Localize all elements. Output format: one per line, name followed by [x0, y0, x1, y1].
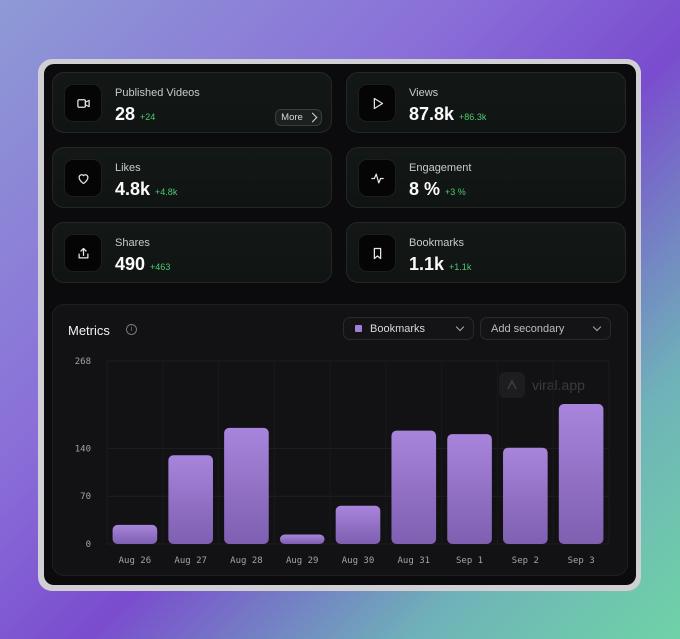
metrics-title: Metrics [68, 323, 110, 338]
bar-sep-1[interactable] [447, 434, 492, 544]
x-tick-label: Aug 27 [174, 556, 207, 566]
card-value: 4.8k +4.8k [115, 179, 178, 199]
bar-aug-29[interactable] [279, 534, 325, 544]
card-title: Engagement [409, 162, 472, 174]
primary-metric-label: Bookmarks [370, 322, 426, 335]
card-title: Bookmarks [409, 237, 465, 249]
x-tick-label: Aug 31 [398, 556, 431, 566]
card-bookmarks[interactable]: Bookmarks 1.1k +1.1k [346, 222, 626, 283]
card-delta: +3 % [445, 187, 466, 197]
bar-aug-31[interactable] [391, 430, 437, 544]
metrics-panel: Metrics i Bookmarks Add secondary viral.… [52, 304, 628, 576]
x-tick-label: Aug 28 [230, 556, 263, 566]
card-delta: +4.8k [155, 187, 178, 197]
dashboard-panel: Published Videos 28 +24 More Views 87.8k +… [44, 64, 636, 585]
y-tick-label: 0 [86, 540, 91, 550]
secondary-metric-label: Add secondary [491, 322, 565, 335]
card-value: 1.1k +1.1k [409, 254, 472, 274]
series-swatch [355, 325, 362, 332]
bar-aug-28[interactable] [224, 427, 269, 544]
card-value: 87.8k +86.3k [409, 104, 487, 124]
card-published-videos[interactable]: Published Videos 28 +24 More [52, 72, 332, 133]
x-tick-label: Aug 26 [119, 556, 152, 566]
y-tick-label: 140 [75, 444, 91, 454]
x-tick-label: Sep 2 [512, 556, 539, 566]
y-tick-label: 268 [75, 357, 91, 367]
x-tick-label: Sep 1 [456, 556, 483, 566]
card-engagement[interactable]: Engagement 8 % +3 % [346, 147, 626, 208]
bar-aug-30[interactable] [335, 505, 381, 544]
card-delta: +24 [140, 112, 156, 122]
x-tick-label: Aug 29 [286, 556, 319, 566]
activity-icon [358, 159, 396, 197]
chevron-right-icon [307, 112, 318, 123]
bar-sep-2[interactable] [503, 447, 548, 544]
card-value: 28 +24 [115, 104, 156, 124]
card-title: Views [409, 87, 439, 99]
card-title: Shares [115, 237, 150, 249]
card-value: 8 % +3 % [409, 179, 466, 199]
card-views[interactable]: Views 87.8k +86.3k [346, 72, 626, 133]
card-title: Published Videos [115, 87, 200, 99]
x-tick-label: Sep 3 [568, 556, 595, 566]
card-likes[interactable]: Likes 4.8k +4.8k [52, 147, 332, 208]
bar-sep-3[interactable] [558, 404, 604, 544]
info-icon[interactable]: i [126, 324, 137, 335]
primary-metric-select[interactable]: Bookmarks [343, 317, 474, 340]
card-delta: +463 [150, 262, 171, 272]
secondary-metric-select[interactable]: Add secondary [480, 317, 611, 340]
play-icon [358, 84, 396, 122]
video-icon [64, 84, 102, 122]
bookmark-icon [358, 234, 396, 272]
y-tick-label: 70 [80, 492, 91, 502]
more-button[interactable]: More [275, 109, 322, 126]
x-tick-label: Aug 30 [342, 556, 375, 566]
bar-aug-27[interactable] [168, 455, 213, 544]
card-value: 490 +463 [115, 254, 171, 274]
share-icon [64, 234, 102, 272]
card-title: Likes [115, 162, 141, 174]
viral-logo-icon [499, 372, 525, 398]
bookmarks-bar-chart: 0 70 140 268 Aug 26 Aug 27 Aug 28 Aug 29 Aug 30 A… [75, 357, 610, 566]
heart-icon [64, 159, 102, 197]
watermark-text: viral.app [532, 377, 585, 393]
card-delta: +1.1k [449, 262, 472, 272]
bar-aug-26[interactable] [112, 524, 158, 544]
card-delta: +86.3k [459, 112, 487, 122]
card-shares[interactable]: Shares 490 +463 [52, 222, 332, 283]
